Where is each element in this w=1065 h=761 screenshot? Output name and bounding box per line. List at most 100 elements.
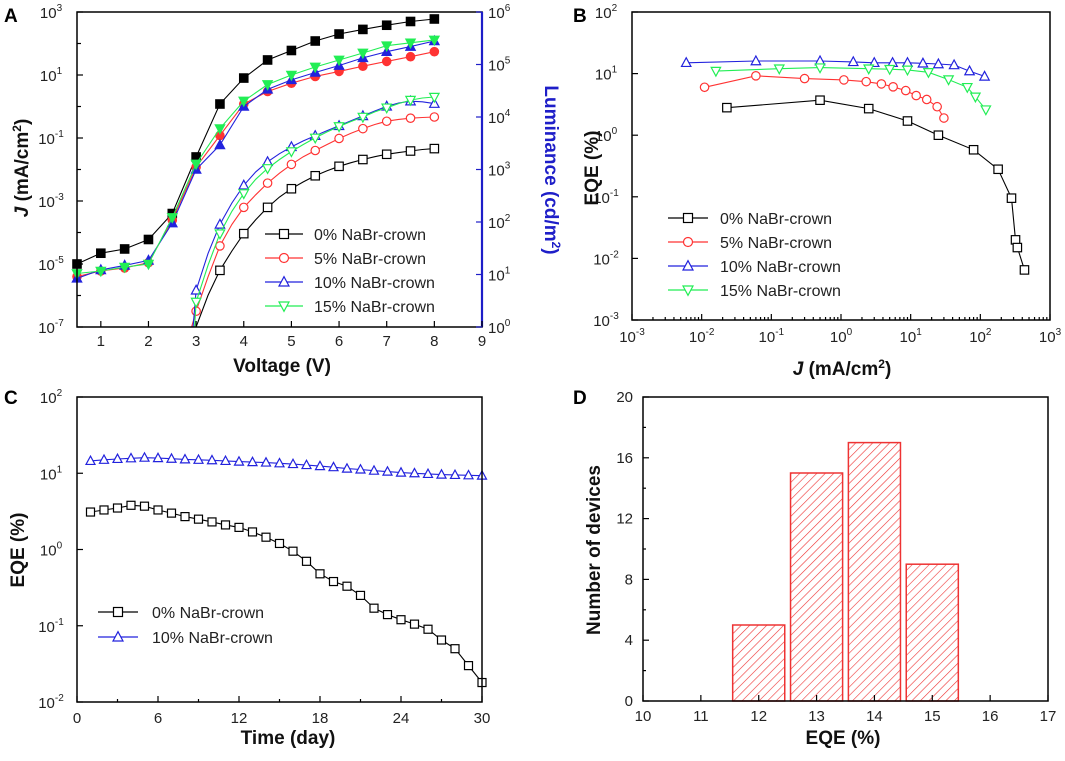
panel-b-series-point [932,57,945,69]
panel-a-current-point [310,36,321,46]
panel-a-luminance-point [381,116,392,127]
panel-b-series-point [799,73,810,84]
panel-a-current-point [95,266,107,278]
panel-a-y-title-close: ) [12,119,33,125]
panel-c-legend-marker [112,606,124,618]
panel-b-series-point [921,94,932,105]
panel-a-current-point [166,213,179,224]
panel-b-series-point [961,82,974,94]
panel-a-current-point [214,138,226,150]
panel-c-x-tick-label: 12 [231,710,248,727]
panel-a-current-point [286,45,297,56]
panel-a-legend-marker [277,301,291,313]
panel-b-x-tick-label: 103 [1039,327,1062,346]
panel-c-y-tick-label: 100 [40,541,63,560]
panel-a-luminance-point [215,265,225,276]
panel-b-x-tick-label: 102 [969,327,992,346]
panel-a-current-point [405,16,416,27]
panel-b-x-title-close: ) [885,359,891,380]
panel-c-series-point [153,505,163,515]
panel-c-series-point [112,503,123,513]
panel-b-series-point [980,105,992,116]
panel-b-legend-label: 5% NaBr-crown [720,235,832,252]
panel-a-luminance-point [261,164,274,175]
panel-a-current-point [119,244,130,254]
panel-a-legend-marker [277,275,291,287]
panel-c-series-point [395,466,407,477]
panel-d-x-tick-label: 10 [635,708,652,725]
panel-b-series-point [773,64,785,75]
panel-b-series-point [993,164,1003,175]
panel-b-series-point [750,54,762,66]
panel-c-series-point [85,507,96,517]
panel-c-series-point [247,527,258,537]
panel-c-x-tick-label: 0 [73,710,81,727]
panel-c-y-tick-label: 10-1 [38,617,64,636]
panel-a-current-point [238,73,249,83]
panel-a-current-point [96,248,106,259]
panel-c-series-point [219,454,232,466]
panel-a-current-point [358,24,368,35]
panel-b-x-axis-title: J (mA/cm2) [793,357,892,380]
panel-c-series-point [463,661,474,671]
panel-a-luminance-point [214,229,226,240]
panel-b-series-point [751,71,761,81]
panel-a-luminance-point [429,112,440,122]
panel-a-current-point [262,55,273,65]
panel-d-y-tick-label: 12 [616,511,633,528]
panel-b-series-point [902,116,913,126]
panel-b-legend-label: 10% NaBr-crown [720,259,841,276]
panel-a-current-point [142,259,155,271]
panel-b-series-point [1012,242,1023,253]
panel-a-x-tick-label: 9 [478,333,486,350]
panel-a-luminance-point [238,179,250,190]
panel-a-y2-tick-label: 102 [488,213,511,232]
panel-a-luminance-point [428,92,441,104]
panel-a-y-tick-label: 10-1 [38,129,64,148]
panel-a-luminance-point [333,122,345,133]
panel-b-y-tick-label: 10-1 [593,188,619,207]
panel-d-plot-frame [642,396,1049,702]
panel-a-x-tick-label: 4 [240,333,248,350]
panel-b-series-point [900,85,911,96]
panel-a-current-point [309,62,321,74]
panel-a-current-point [381,56,392,67]
panel-d-x-tick-label: 16 [982,708,999,725]
panel-a-legend-label: 15% NaBr-crown [314,299,435,316]
panel-c-legend-label: 10% NaBr-crown [152,630,273,647]
panel-c-series-point [260,456,272,467]
panel-a-current-point [405,51,416,62]
panel-b-series-point [932,101,942,112]
panel-c-series-point [126,500,136,510]
panel-a-y-tick-label: 103 [40,3,63,22]
panel-a-luminance-point [405,113,416,123]
panel-a-luminance-point [358,123,368,134]
panel-a-y2-tick-label: 105 [488,56,511,75]
panel-d-histogram: 10 11 12 13 14 15 16 17 0 4 8 12 16 20 Number of devi… [584,389,1056,749]
panel-a-y-tick-label: 101 [40,66,63,85]
panel-c-series-point [287,457,299,469]
panel-b-series-point [1019,265,1030,275]
panel-c-series-line [90,504,483,683]
panel-b-legend-marker [681,285,695,297]
panel-b-series-point [863,64,875,75]
panel-c-series-point [408,467,421,478]
panel-a-y2-title-main: Luminance (cd/m [540,85,561,241]
panel-c-x-tick-label: 18 [312,710,329,727]
panel-a-current-point [428,35,441,47]
panel-c-series-point [435,468,448,479]
panel-a-luminance-point [238,202,249,213]
panel-d-x-tick-label: 14 [866,708,883,725]
panel-a-legend-marker [278,252,290,264]
panel-c-series-point [327,461,340,472]
panel-c-series-point [234,522,244,532]
panel-b-y-tick-label: 102 [595,3,618,22]
panel-a-luminance-point [238,228,249,239]
panel-b-y-tick-label: 101 [595,65,618,84]
panel-b-legend-label: 15% NaBr-crown [720,283,841,300]
panel-a-luminance-point [285,147,298,158]
panel-c-series-point [206,454,218,465]
panel-a-x-tick-label: 2 [144,333,152,350]
panel-a-y2-tick-label: 106 [488,3,511,22]
panel-a-current-point [429,46,440,57]
